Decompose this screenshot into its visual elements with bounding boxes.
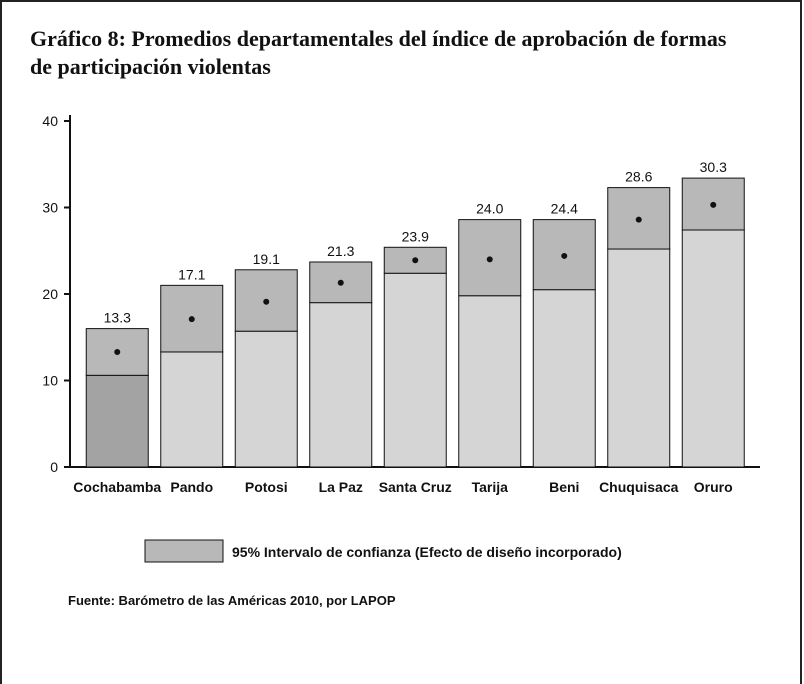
y-tick-label: 30 [42,200,58,216]
confidence-interval [309,261,373,304]
mean-dot [114,348,121,355]
bar-lower [681,229,745,468]
x-tick-label: La Paz [319,479,363,495]
x-tick-label: Tarija [472,479,509,495]
x-tick-label: Beni [549,479,579,495]
bar-lower [607,248,671,468]
y-tick-label: 40 [42,113,58,129]
mean-dot [561,252,568,259]
bar-lower [160,351,224,468]
value-label: 17.1 [178,266,205,282]
x-tick-label: Chuquisaca [599,479,679,495]
value-label: 13.3 [104,310,131,326]
value-label: 21.3 [327,243,354,259]
bar-lower [309,302,373,468]
mean-dot [635,216,642,223]
source: Fuente: Barómetro de las Américas 2010, … [68,593,396,608]
bar-lower [383,272,447,468]
bar-lower [532,289,596,468]
x-tick-label: Potosi [245,479,288,495]
value-label: 28.6 [625,169,652,185]
mean-dot [412,257,419,264]
bar-lower [85,374,149,468]
value-label: 19.1 [253,251,280,267]
value-label: 24.4 [551,201,578,217]
legend-label: 95% Intervalo de confianza (Efecto de di… [232,544,622,560]
bar-lower [458,295,522,468]
value-label: 23.9 [402,228,429,244]
value-label: 30.3 [700,159,727,175]
chart-title: de participación violentas [30,54,271,79]
x-tick-label: Pando [170,479,213,495]
chart-title: Gráfico 8: Promedios departamentales del… [30,26,727,51]
mean-dot [486,256,493,263]
y-tick-label: 10 [42,373,58,389]
mean-dot [263,298,270,305]
mean-dot [710,201,717,208]
mean-dot [188,316,195,323]
x-tick-label: Santa Cruz [379,479,452,495]
value-label: 24.0 [476,201,503,217]
confidence-interval [681,177,745,231]
y-tick-label: 20 [42,286,58,302]
bar-lower [234,330,298,468]
y-tick-label: 0 [50,459,58,475]
x-tick-label: Oruro [694,479,733,495]
x-tick-label: Cochabamba [73,479,161,495]
legend-swatch [144,539,224,563]
mean-dot [337,279,344,286]
